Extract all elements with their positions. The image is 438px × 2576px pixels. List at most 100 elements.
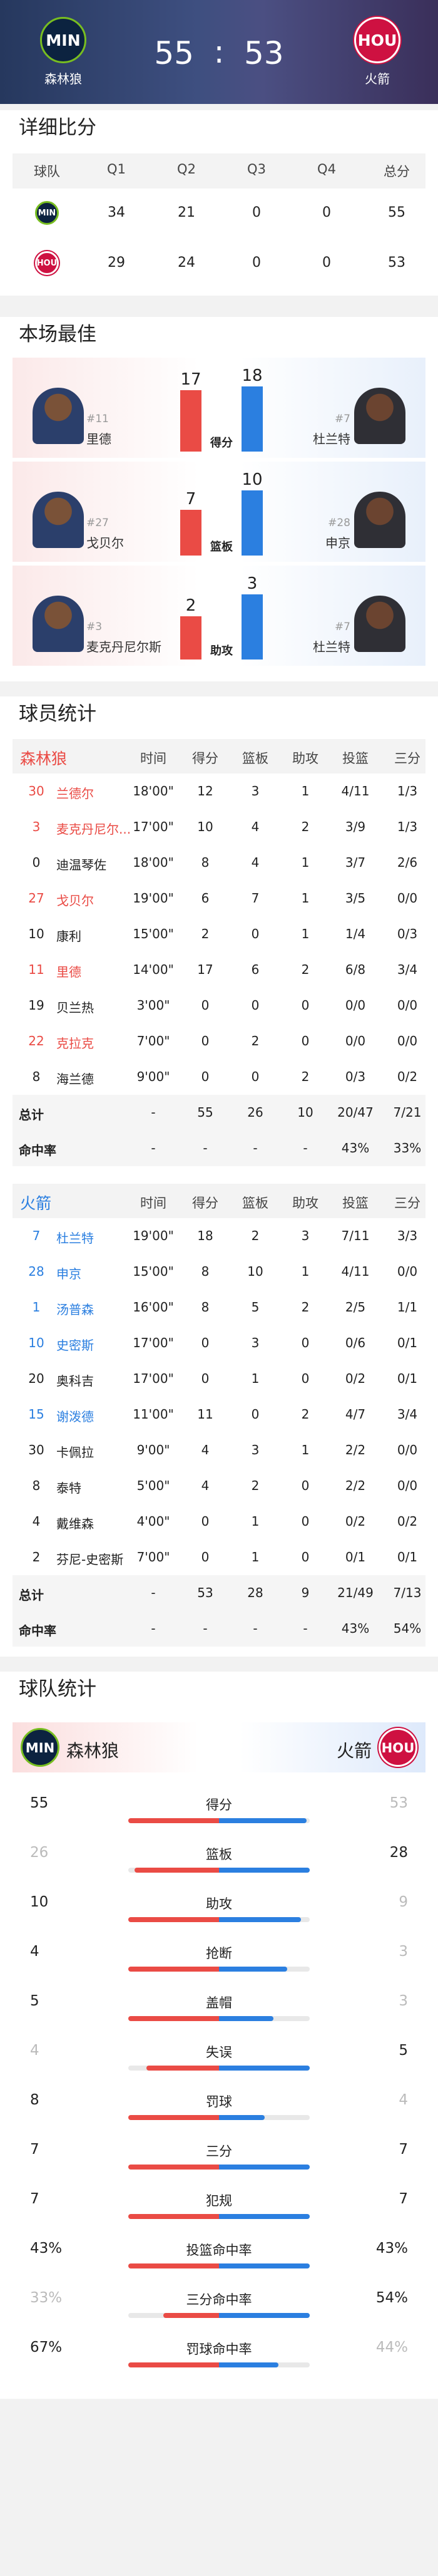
player-number: #7	[334, 621, 350, 633]
away-bar	[219, 1917, 301, 1922]
stat-cell: 0	[201, 1335, 210, 1350]
player-name: 杜兰特	[313, 432, 350, 447]
stat-cell: 2	[301, 1407, 310, 1422]
home-bar	[128, 1967, 219, 1972]
stat-cell: 0/1	[397, 1549, 418, 1565]
player-name: 申京	[325, 535, 350, 551]
home-bar	[146, 2066, 219, 2071]
leader-value: 17	[180, 370, 201, 389]
stat-cell: 1/3	[397, 784, 418, 799]
stat-cell: 0/0	[397, 1264, 418, 1279]
player-name: 史密斯	[56, 1338, 94, 1353]
team-name: 火箭	[336, 1741, 372, 1761]
leader-value: 7	[185, 490, 196, 509]
player-name: 戴维森	[56, 1516, 94, 1531]
player-name: 里德	[56, 965, 81, 980]
stat-cell: 1	[301, 1264, 310, 1279]
team-logo: MIN	[35, 201, 59, 225]
stat-cell: 0/2	[397, 1514, 418, 1529]
stat-cell: 2	[301, 1300, 310, 1315]
away-stat: 43%	[375, 2240, 408, 2257]
stat-cell: 1	[251, 1371, 260, 1386]
stat-cell: 2	[201, 926, 210, 941]
leader-bar	[242, 386, 263, 452]
home-stat: 67%	[30, 2339, 63, 2356]
stat-cell: -	[303, 1141, 308, 1156]
player-number: #11	[86, 413, 109, 425]
stat-cell: 3	[251, 1442, 260, 1457]
stat-cell: 7/21	[393, 1105, 422, 1120]
player-name: 杜兰特	[56, 1231, 94, 1246]
stat-cell: 1	[251, 1514, 260, 1529]
team-name: 火箭	[20, 1194, 52, 1213]
stat-cell: -	[253, 1141, 258, 1156]
player-number: 1	[32, 1300, 41, 1315]
player-name: 麦克丹尼尔斯	[86, 639, 161, 654]
player-number: #7	[334, 413, 350, 425]
quarter-score: 55	[388, 205, 405, 220]
section-title: 球队统计	[19, 1678, 96, 1700]
stat-cell: -	[151, 1105, 156, 1120]
section-title: 球员统计	[19, 703, 96, 725]
stat-cell: 3/9	[345, 819, 366, 834]
stat-cell: 0	[301, 1371, 310, 1386]
stat-cell: 7'00"	[136, 1549, 170, 1565]
stat-cell: 0	[301, 1514, 310, 1529]
column-header: 三分	[394, 1196, 420, 1211]
stat-cell: 0	[201, 1069, 210, 1084]
stat-cell: 4/11	[341, 784, 370, 799]
home-stat: 55	[30, 1795, 49, 1811]
player-number: 10	[28, 926, 44, 941]
stat-cell: 54%	[393, 1621, 422, 1636]
stat-cell: 3'00"	[136, 998, 170, 1013]
away-bar	[219, 2263, 310, 2268]
column-header: 助攻	[292, 1196, 318, 1211]
home-stat: 10	[30, 1894, 49, 1910]
column-header: 篮板	[242, 751, 268, 766]
summary-label: 总计	[19, 1107, 44, 1122]
stat-cell: 3/5	[345, 891, 366, 906]
summary-row	[13, 1095, 425, 1130]
stat-cell: 2/2	[345, 1478, 366, 1493]
stat-cell: 11	[197, 1407, 213, 1422]
stat-cell: 2	[301, 1069, 310, 1084]
stat-cell: 2	[301, 819, 310, 834]
player-number: 22	[28, 1033, 44, 1048]
player-name: 戈贝尔	[86, 535, 124, 551]
player-name: 麦克丹尼尔...	[56, 822, 131, 837]
leaders-section: 本场最佳 #11 里德 #7 杜兰特 17 18 得分 #27 戈贝尔 #28 申京 7 10 篮板 #3 麦…	[0, 317, 438, 681]
stat-cell: 1/3	[397, 819, 418, 834]
quarter-section: 详细比分 球队 Q1 Q2 Q3 Q4 总分 MIN 34 21 0 0 55 HOU 29 24 0 0 53	[0, 110, 438, 296]
player-name: 奥科吉	[56, 1373, 94, 1389]
home-bar	[128, 2263, 219, 2268]
stat-label: 得分	[210, 437, 233, 450]
stat-cell: 15'00"	[133, 926, 174, 941]
stat-cell: 0/1	[397, 1371, 418, 1386]
stat-cell: 21/49	[337, 1585, 374, 1600]
stat-cell: 3	[251, 784, 260, 799]
column-header: 篮板	[242, 1196, 268, 1211]
stat-cell: 0	[301, 1549, 310, 1565]
stat-cell: 5	[251, 1300, 260, 1315]
stat-label: 得分	[206, 1798, 232, 1813]
summary-label: 命中率	[19, 1143, 56, 1158]
stat-cell: 0/0	[397, 998, 418, 1013]
stat-cell: 3/3	[397, 1228, 418, 1243]
table-header-row	[13, 739, 425, 773]
stat-cell: 43%	[341, 1621, 370, 1636]
team-name: 森林狼	[44, 71, 82, 86]
stat-cell: 2	[251, 1033, 260, 1048]
stat-cell: 3/7	[345, 855, 366, 870]
home-stat: 7	[30, 2141, 39, 2158]
stat-cell: 6	[251, 962, 260, 977]
stat-cell: 18	[197, 1228, 213, 1243]
stat-cell: 0	[301, 1478, 310, 1493]
player-name: 申京	[56, 1266, 81, 1281]
stat-cell: 19'00"	[133, 1228, 174, 1243]
leader-value: 10	[242, 470, 263, 489]
quarter-score: 0	[322, 205, 331, 220]
home-stat: 43%	[30, 2240, 63, 2257]
stat-cell: 4/7	[345, 1407, 366, 1422]
stat-cell: 0	[251, 926, 260, 941]
player-photo	[33, 388, 84, 444]
